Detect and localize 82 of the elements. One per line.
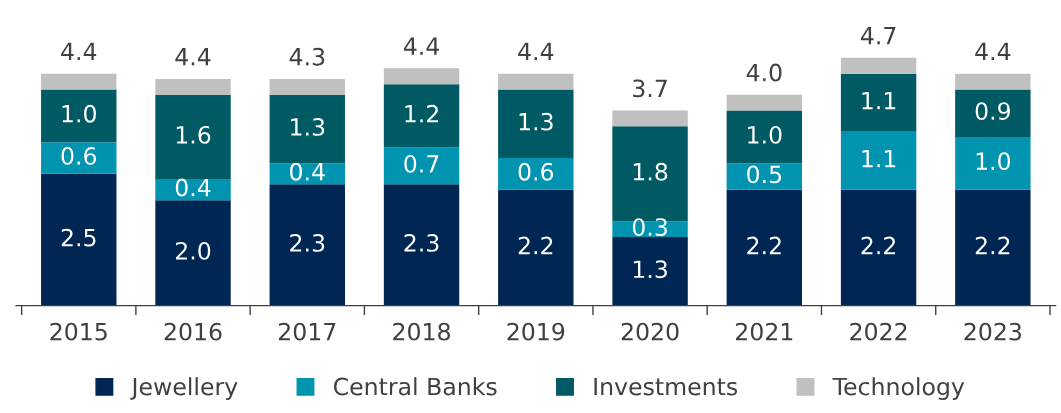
x-tick-label: 2022 bbox=[850, 322, 907, 341]
bar bbox=[612, 237, 688, 306]
legend-label: Central Banks bbox=[333, 377, 497, 396]
data-label: 2.2 bbox=[518, 236, 553, 255]
data-label: 2.5 bbox=[61, 228, 96, 247]
bar bbox=[840, 57, 917, 74]
bar bbox=[498, 157, 574, 190]
bar bbox=[383, 68, 460, 85]
total-label: 4.3 bbox=[289, 47, 325, 66]
total-label: 4.4 bbox=[61, 42, 97, 61]
bar bbox=[498, 73, 574, 90]
data-label: 0.6 bbox=[518, 162, 554, 181]
bar bbox=[840, 131, 917, 190]
bar bbox=[155, 200, 231, 306]
data-label: 1.1 bbox=[862, 149, 896, 168]
data-label: 2.2 bbox=[747, 236, 781, 255]
data-label: 0.7 bbox=[404, 154, 439, 173]
data-label: 2.2 bbox=[861, 236, 895, 255]
data-label: 1.0 bbox=[976, 152, 1011, 171]
x-tick-label: 2015 bbox=[50, 322, 107, 341]
bar bbox=[955, 73, 1031, 90]
bar bbox=[41, 173, 117, 306]
data-label: 1.3 bbox=[519, 112, 553, 131]
data-label: 1.6 bbox=[176, 125, 211, 144]
total-label: 4.4 bbox=[175, 48, 211, 66]
data-label: 2.2 bbox=[975, 236, 1010, 255]
bar bbox=[155, 94, 231, 180]
data-label: 0.6 bbox=[61, 146, 97, 165]
total-label: 4.4 bbox=[975, 42, 1011, 61]
x-tick-label: 2020 bbox=[621, 322, 679, 341]
data-label: 1.3 bbox=[291, 117, 325, 136]
bar bbox=[269, 184, 345, 306]
total-label: 4.4 bbox=[403, 37, 439, 55]
bar bbox=[383, 184, 460, 306]
x-tick-label: 2017 bbox=[278, 322, 336, 341]
bar bbox=[383, 84, 460, 148]
total-label: 4.0 bbox=[746, 63, 782, 82]
data-label: 0.5 bbox=[747, 165, 782, 184]
bar bbox=[498, 89, 574, 158]
bar bbox=[41, 89, 117, 143]
data-label: 2.3 bbox=[290, 233, 325, 252]
bar bbox=[955, 189, 1031, 306]
data-label: 1.1 bbox=[862, 91, 896, 110]
bar bbox=[41, 142, 117, 174]
legend-label: Technology bbox=[832, 377, 965, 401]
data-label: 1.3 bbox=[633, 260, 667, 279]
bar bbox=[726, 110, 803, 164]
bar bbox=[726, 189, 803, 306]
bar bbox=[155, 179, 231, 201]
data-label: 0.9 bbox=[975, 102, 1010, 121]
data-label: 2.0 bbox=[175, 241, 211, 260]
data-label: 0.3 bbox=[632, 218, 667, 237]
data-label: 0.4 bbox=[290, 162, 325, 181]
bar bbox=[726, 94, 803, 111]
data-label: 1.2 bbox=[405, 104, 438, 123]
x-tick-label: 2019 bbox=[507, 322, 565, 341]
bar bbox=[612, 110, 688, 127]
x-tick-label: 2016 bbox=[164, 322, 222, 341]
bar bbox=[269, 78, 345, 95]
bar bbox=[269, 94, 345, 164]
bar bbox=[726, 163, 803, 190]
bar bbox=[955, 136, 1031, 190]
bar bbox=[383, 147, 460, 185]
bar bbox=[155, 78, 231, 95]
bar bbox=[955, 89, 1031, 137]
x-tick-label: 2018 bbox=[393, 322, 450, 341]
bar bbox=[840, 189, 917, 306]
data-label: 1.8 bbox=[633, 162, 668, 181]
total-label: 3.7 bbox=[633, 79, 667, 98]
bar bbox=[840, 73, 917, 132]
data-label: 2.3 bbox=[404, 233, 439, 252]
legend-label: Jewellery bbox=[130, 377, 238, 401]
total-label: 4.4 bbox=[518, 42, 554, 61]
bar bbox=[498, 189, 574, 306]
x-tick-label: 2023 bbox=[964, 322, 1021, 341]
data-label: 1.0 bbox=[62, 104, 96, 123]
data-label: 1.0 bbox=[748, 125, 782, 144]
legend-label: Investments bbox=[594, 377, 738, 396]
bar bbox=[41, 73, 117, 90]
x-tick-label: 2021 bbox=[736, 322, 793, 341]
data-label: 0.4 bbox=[175, 178, 211, 197]
total-label: 4.7 bbox=[860, 27, 896, 45]
